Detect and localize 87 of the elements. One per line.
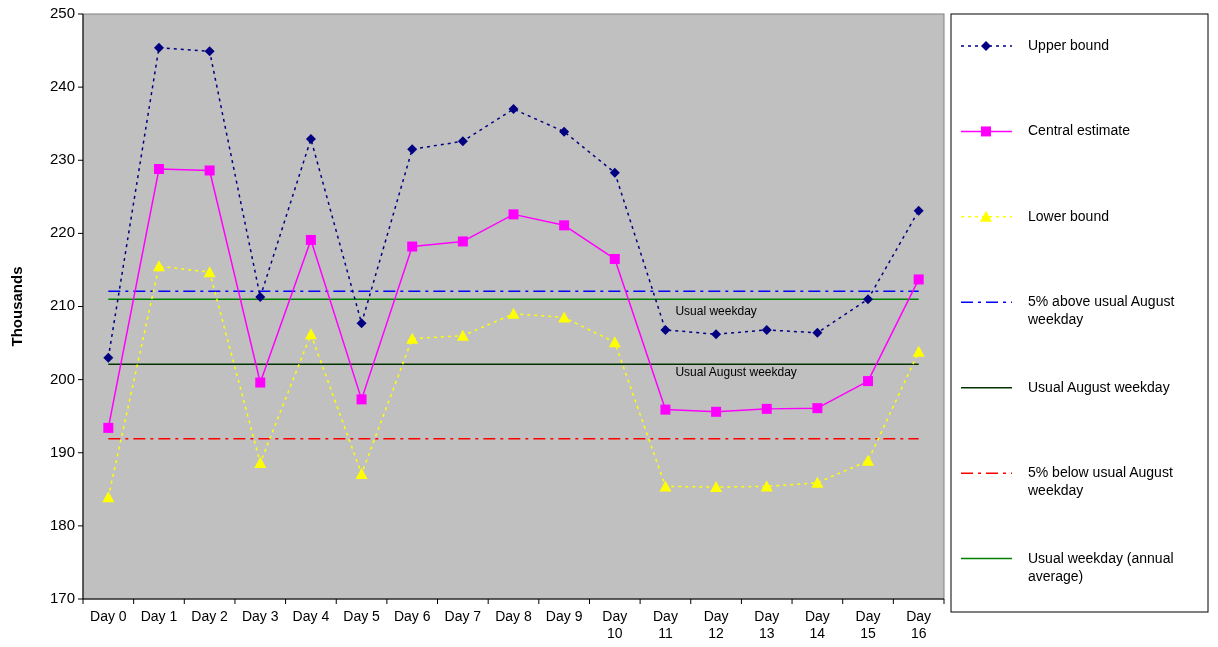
- legend-label: Lower bound: [1028, 207, 1109, 224]
- point: [508, 209, 519, 220]
- legend-label: Upper bound: [1028, 36, 1109, 53]
- legend-label: Usual weekday (annual average): [1028, 549, 1174, 584]
- x-tick-label: Day 13: [754, 608, 780, 641]
- point: [863, 376, 874, 387]
- point: [456, 329, 469, 341]
- point: [103, 422, 114, 433]
- point: [204, 46, 215, 57]
- x-tick-label: Day 4: [292, 608, 330, 624]
- x-tick-label: Day 11: [652, 608, 678, 641]
- x-tick-label: Day 7: [444, 608, 482, 624]
- y-tick-label: 190: [49, 442, 75, 460]
- point: [660, 404, 671, 415]
- point: [811, 476, 824, 488]
- point: [103, 352, 114, 363]
- point: [913, 274, 924, 285]
- point: [305, 234, 316, 245]
- point: [254, 456, 267, 468]
- point: [102, 491, 115, 503]
- point: [153, 42, 164, 53]
- y-axis-title: Thousands: [8, 266, 25, 347]
- y-tick-label: 250: [49, 3, 75, 21]
- point: [255, 377, 266, 388]
- x-tick-label: Day 16: [906, 608, 932, 641]
- x-tick-label: Day 10: [602, 608, 628, 641]
- annotation: Usual weekday: [675, 304, 757, 319]
- point: [305, 134, 316, 145]
- point: [711, 406, 722, 417]
- x-tick-label: Day 14: [804, 608, 830, 641]
- point: [407, 241, 418, 252]
- x-tick-label: Day 2: [191, 608, 229, 624]
- point: [761, 403, 772, 414]
- point: [812, 403, 823, 414]
- point: [863, 294, 874, 305]
- point: [507, 307, 520, 319]
- point: [912, 345, 925, 357]
- y-tick-label: 240: [49, 77, 75, 95]
- y-tick-label: 170: [49, 588, 75, 606]
- point: [609, 167, 620, 178]
- y-tick-label: 220: [49, 223, 75, 241]
- x-tick-label: Day 15: [855, 608, 881, 641]
- x-tick-label: Day 9: [545, 608, 583, 624]
- x-tick-label: Day 3: [241, 608, 279, 624]
- x-tick-label: Day 0: [90, 608, 127, 624]
- point: [203, 266, 216, 278]
- point: [559, 126, 570, 137]
- point: [304, 328, 317, 340]
- point: [913, 205, 924, 216]
- point: [711, 329, 722, 340]
- point: [508, 104, 519, 115]
- point: [204, 165, 215, 176]
- y-tick-label: 230: [49, 150, 75, 168]
- y-tick-label: 180: [49, 515, 75, 533]
- point: [457, 236, 468, 247]
- legend-label: Usual August weekday: [1028, 378, 1170, 395]
- legend-label: 5% below usual August weekday: [1027, 463, 1173, 498]
- x-tick-label: Day 1: [140, 608, 178, 624]
- x-tick-label: Day 12: [703, 608, 729, 641]
- point: [356, 394, 367, 405]
- point: [407, 144, 418, 155]
- point: [356, 318, 367, 329]
- x-tick-label: Day 8: [495, 608, 532, 624]
- point: [812, 327, 823, 338]
- x-tick-label: Day 6: [393, 608, 431, 624]
- point: [355, 467, 368, 479]
- point: [659, 480, 672, 492]
- point: [558, 311, 571, 323]
- annotation: Usual August weekday: [675, 365, 797, 380]
- point: [559, 220, 570, 231]
- point: [862, 454, 875, 466]
- point: [255, 291, 266, 302]
- x-tick-label: Day 5: [343, 608, 381, 624]
- point: [609, 253, 620, 264]
- y-tick-label: 200: [49, 369, 75, 387]
- point: [152, 260, 165, 272]
- y-tick-label: 210: [49, 296, 75, 314]
- point: [457, 136, 468, 147]
- point: [608, 336, 621, 348]
- legend-label: 5% above usual August weekday: [1027, 292, 1175, 327]
- point: [406, 332, 419, 344]
- point: [760, 480, 773, 492]
- point: [660, 324, 671, 335]
- point: [710, 481, 723, 493]
- legend-label: Central estimate: [1028, 122, 1131, 139]
- point: [761, 324, 772, 335]
- point: [153, 164, 164, 175]
